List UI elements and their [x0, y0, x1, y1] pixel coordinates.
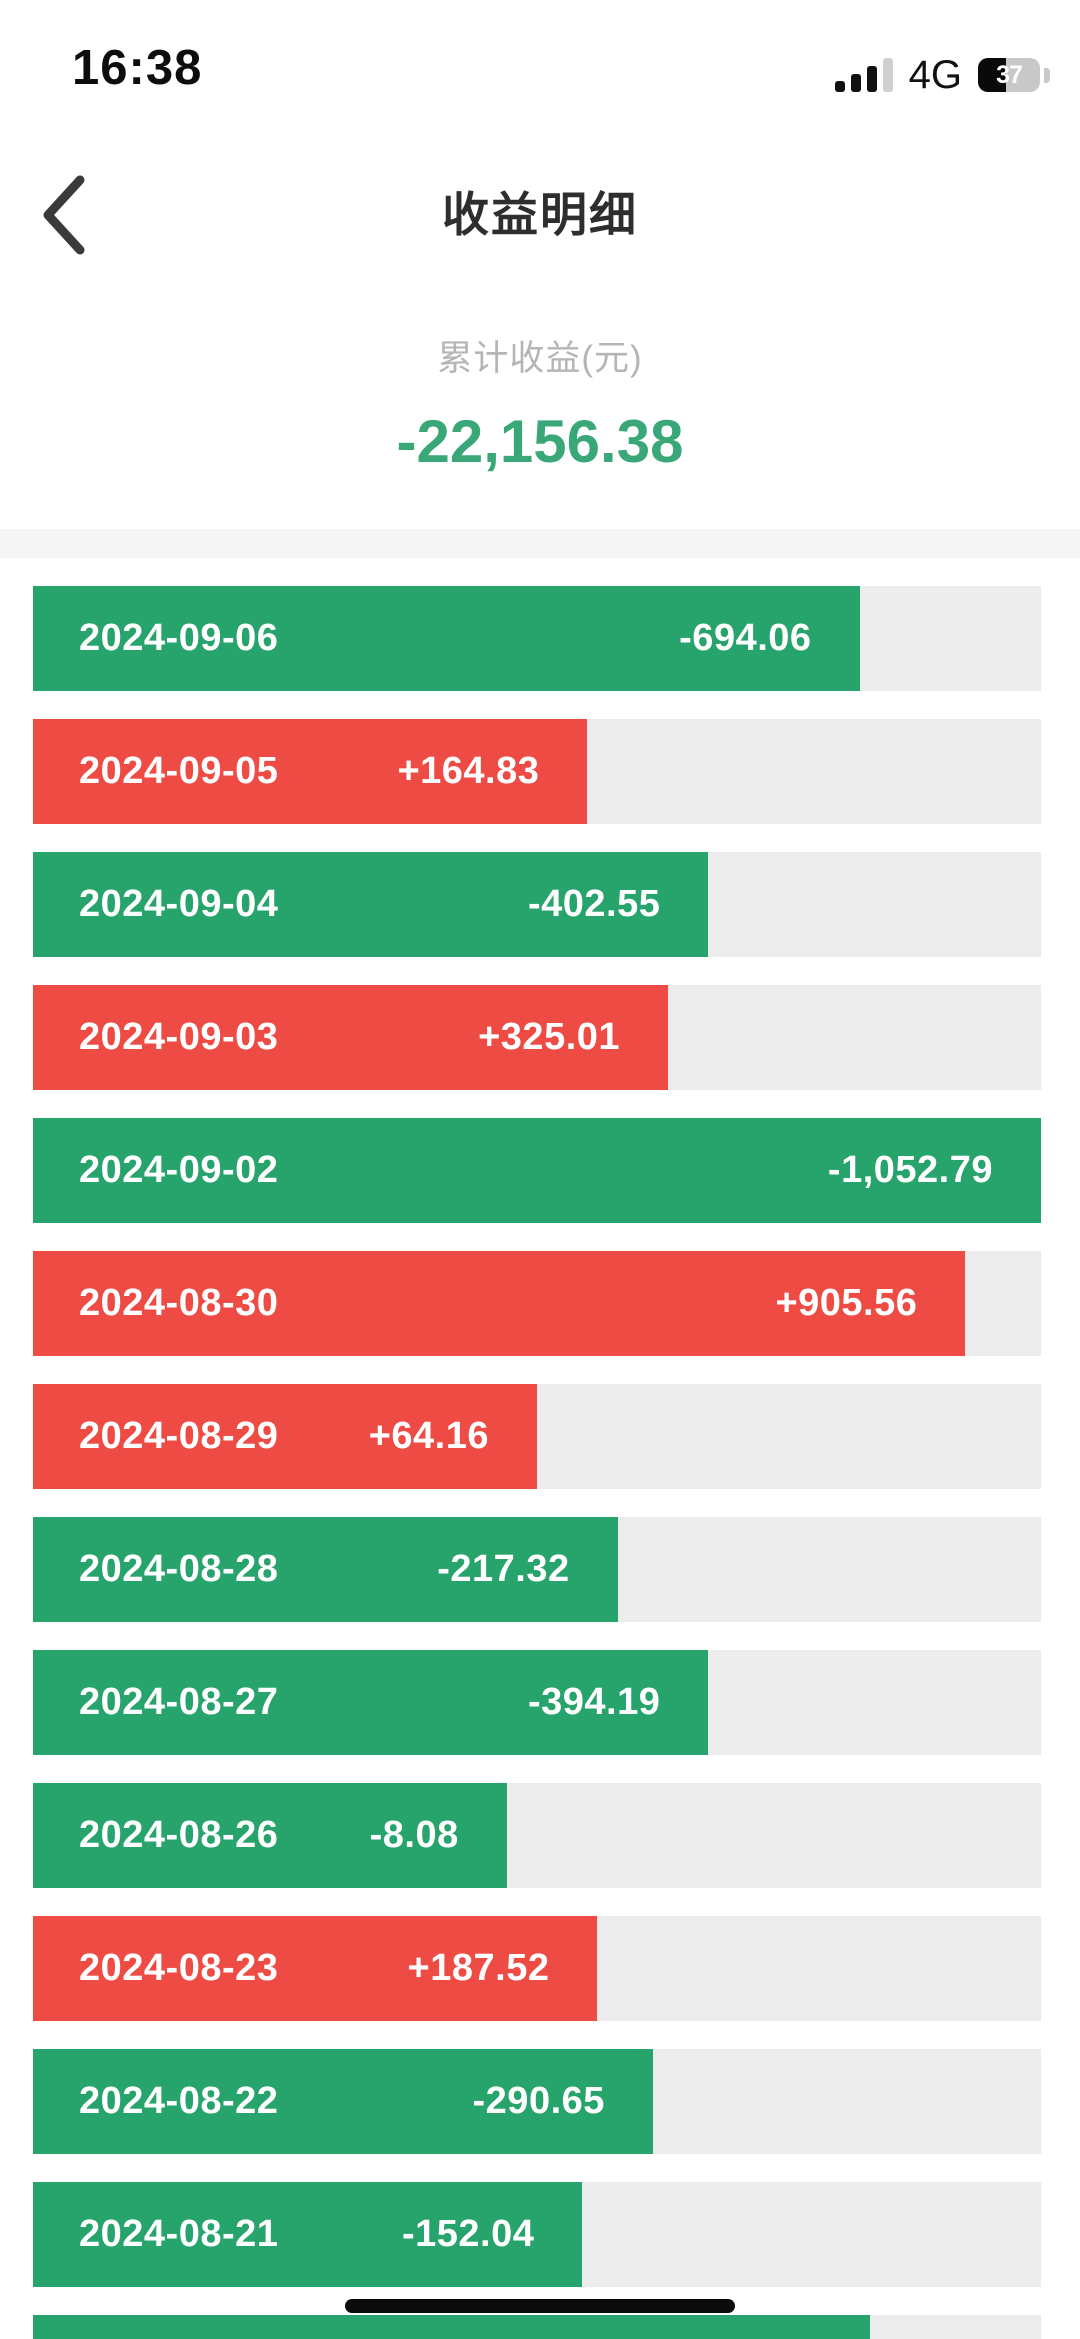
- row-date: 2024-09-03: [79, 1016, 279, 1058]
- profit-bar: 2024-08-30 +905.56: [33, 1251, 966, 1356]
- row-date: 2024-09-06: [79, 617, 279, 659]
- row-value: -290.65: [472, 2080, 605, 2122]
- row-value: -402.55: [527, 883, 661, 925]
- row-value: +905.56: [775, 1282, 918, 1324]
- row-date: 2024-08-27: [79, 1681, 279, 1723]
- network-type-label: 4G: [908, 52, 962, 97]
- profit-bar: [33, 2315, 870, 2339]
- row-value: +325.01: [478, 1016, 621, 1058]
- profit-bar: 2024-09-06 -694.06: [33, 586, 860, 691]
- profit-row[interactable]: 2024-08-23 +187.52: [33, 1916, 1041, 2021]
- row-date: 2024-09-04: [79, 883, 279, 925]
- chevron-left-icon: [43, 175, 85, 255]
- profit-bar: 2024-08-22 -290.65: [33, 2049, 653, 2154]
- profit-bar: 2024-08-27 -394.19: [33, 1650, 709, 1755]
- row-value: -1,052.79: [827, 1149, 993, 1191]
- profit-row-partial[interactable]: [33, 2315, 1041, 2339]
- row-value: -394.19: [527, 1681, 661, 1723]
- row-date: 2024-08-29: [79, 1415, 279, 1457]
- battery-cap: [1044, 67, 1050, 83]
- profit-row[interactable]: 2024-09-02 -1,052.79: [33, 1118, 1041, 1223]
- cumulative-summary: 累计收益(元) -22,156.38: [0, 330, 1080, 476]
- profit-bar: 2024-09-04 -402.55: [33, 852, 709, 957]
- profit-row[interactable]: 2024-08-22 -290.65: [33, 2049, 1041, 2154]
- row-date: 2024-08-23: [79, 1947, 279, 1989]
- profit-row[interactable]: 2024-08-30 +905.56: [33, 1251, 1041, 1356]
- battery-icon: 37: [978, 58, 1040, 92]
- section-divider: [0, 529, 1080, 558]
- clock: 16:38: [72, 41, 203, 95]
- profit-bar: 2024-08-28 -217.32: [33, 1517, 618, 1622]
- battery-fill: [978, 58, 1006, 92]
- battery-percent-label: 37: [996, 60, 1023, 89]
- profit-row[interactable]: 2024-08-28 -217.32: [33, 1517, 1041, 1622]
- home-indicator[interactable]: [345, 2299, 735, 2313]
- row-value: -217.32: [437, 1548, 570, 1590]
- row-date: 2024-08-28: [79, 1548, 279, 1590]
- profit-row[interactable]: 2024-09-05 +164.83: [33, 719, 1041, 824]
- row-date: 2024-08-30: [79, 1282, 279, 1324]
- profit-row[interactable]: 2024-09-03 +325.01: [33, 985, 1041, 1090]
- profit-row[interactable]: 2024-09-04 -402.55: [33, 852, 1041, 957]
- profit-row[interactable]: 2024-09-06 -694.06: [33, 586, 1041, 691]
- row-value: +187.52: [407, 1947, 550, 1989]
- profit-bar: 2024-09-03 +325.01: [33, 985, 669, 1090]
- status-icons: 4G 37: [834, 44, 1050, 106]
- status-bar: 16:38 4G 37: [0, 0, 1080, 130]
- row-value: +64.16: [368, 1415, 489, 1457]
- row-value: -152.04: [401, 2213, 535, 2255]
- row-value: -8.08: [369, 1814, 459, 1856]
- row-date: 2024-08-21: [79, 2213, 279, 2255]
- back-button[interactable]: [40, 170, 120, 260]
- daily-profit-bar-list: 2024-09-06 -694.06 2024-09-05 +164.83 2024-0…: [33, 586, 1041, 2339]
- row-date: 2024-09-02: [79, 1149, 279, 1191]
- row-date: 2024-09-05: [79, 750, 279, 792]
- row-date: 2024-08-22: [79, 2080, 279, 2122]
- row-value: -694.06: [679, 617, 812, 659]
- nav-bar: 收益明细: [0, 160, 1080, 270]
- profit-bar: 2024-09-02 -1,052.79: [33, 1118, 1041, 1223]
- row-date: 2024-08-26: [79, 1814, 279, 1856]
- profit-row[interactable]: 2024-08-26 -8.08: [33, 1783, 1041, 1888]
- profit-bar: 2024-08-26 -8.08: [33, 1783, 507, 1888]
- cumulative-value: -22,156.38: [396, 408, 684, 475]
- page-title: 收益明细: [442, 187, 638, 241]
- profit-bar: 2024-09-05 +164.83: [33, 719, 588, 824]
- profit-bar: 2024-08-29 +64.16: [33, 1384, 537, 1489]
- cumulative-label: 累计收益(元): [437, 339, 643, 378]
- row-value: +164.83: [397, 750, 540, 792]
- profit-row[interactable]: 2024-08-29 +64.16: [33, 1384, 1041, 1489]
- profit-row[interactable]: 2024-08-27 -394.19: [33, 1650, 1041, 1755]
- profit-row[interactable]: 2024-08-21 -152.04: [33, 2182, 1041, 2287]
- signal-strength-icon: [834, 58, 893, 92]
- profit-bar: 2024-08-23 +187.52: [33, 1916, 598, 2021]
- profit-bar: 2024-08-21 -152.04: [33, 2182, 583, 2287]
